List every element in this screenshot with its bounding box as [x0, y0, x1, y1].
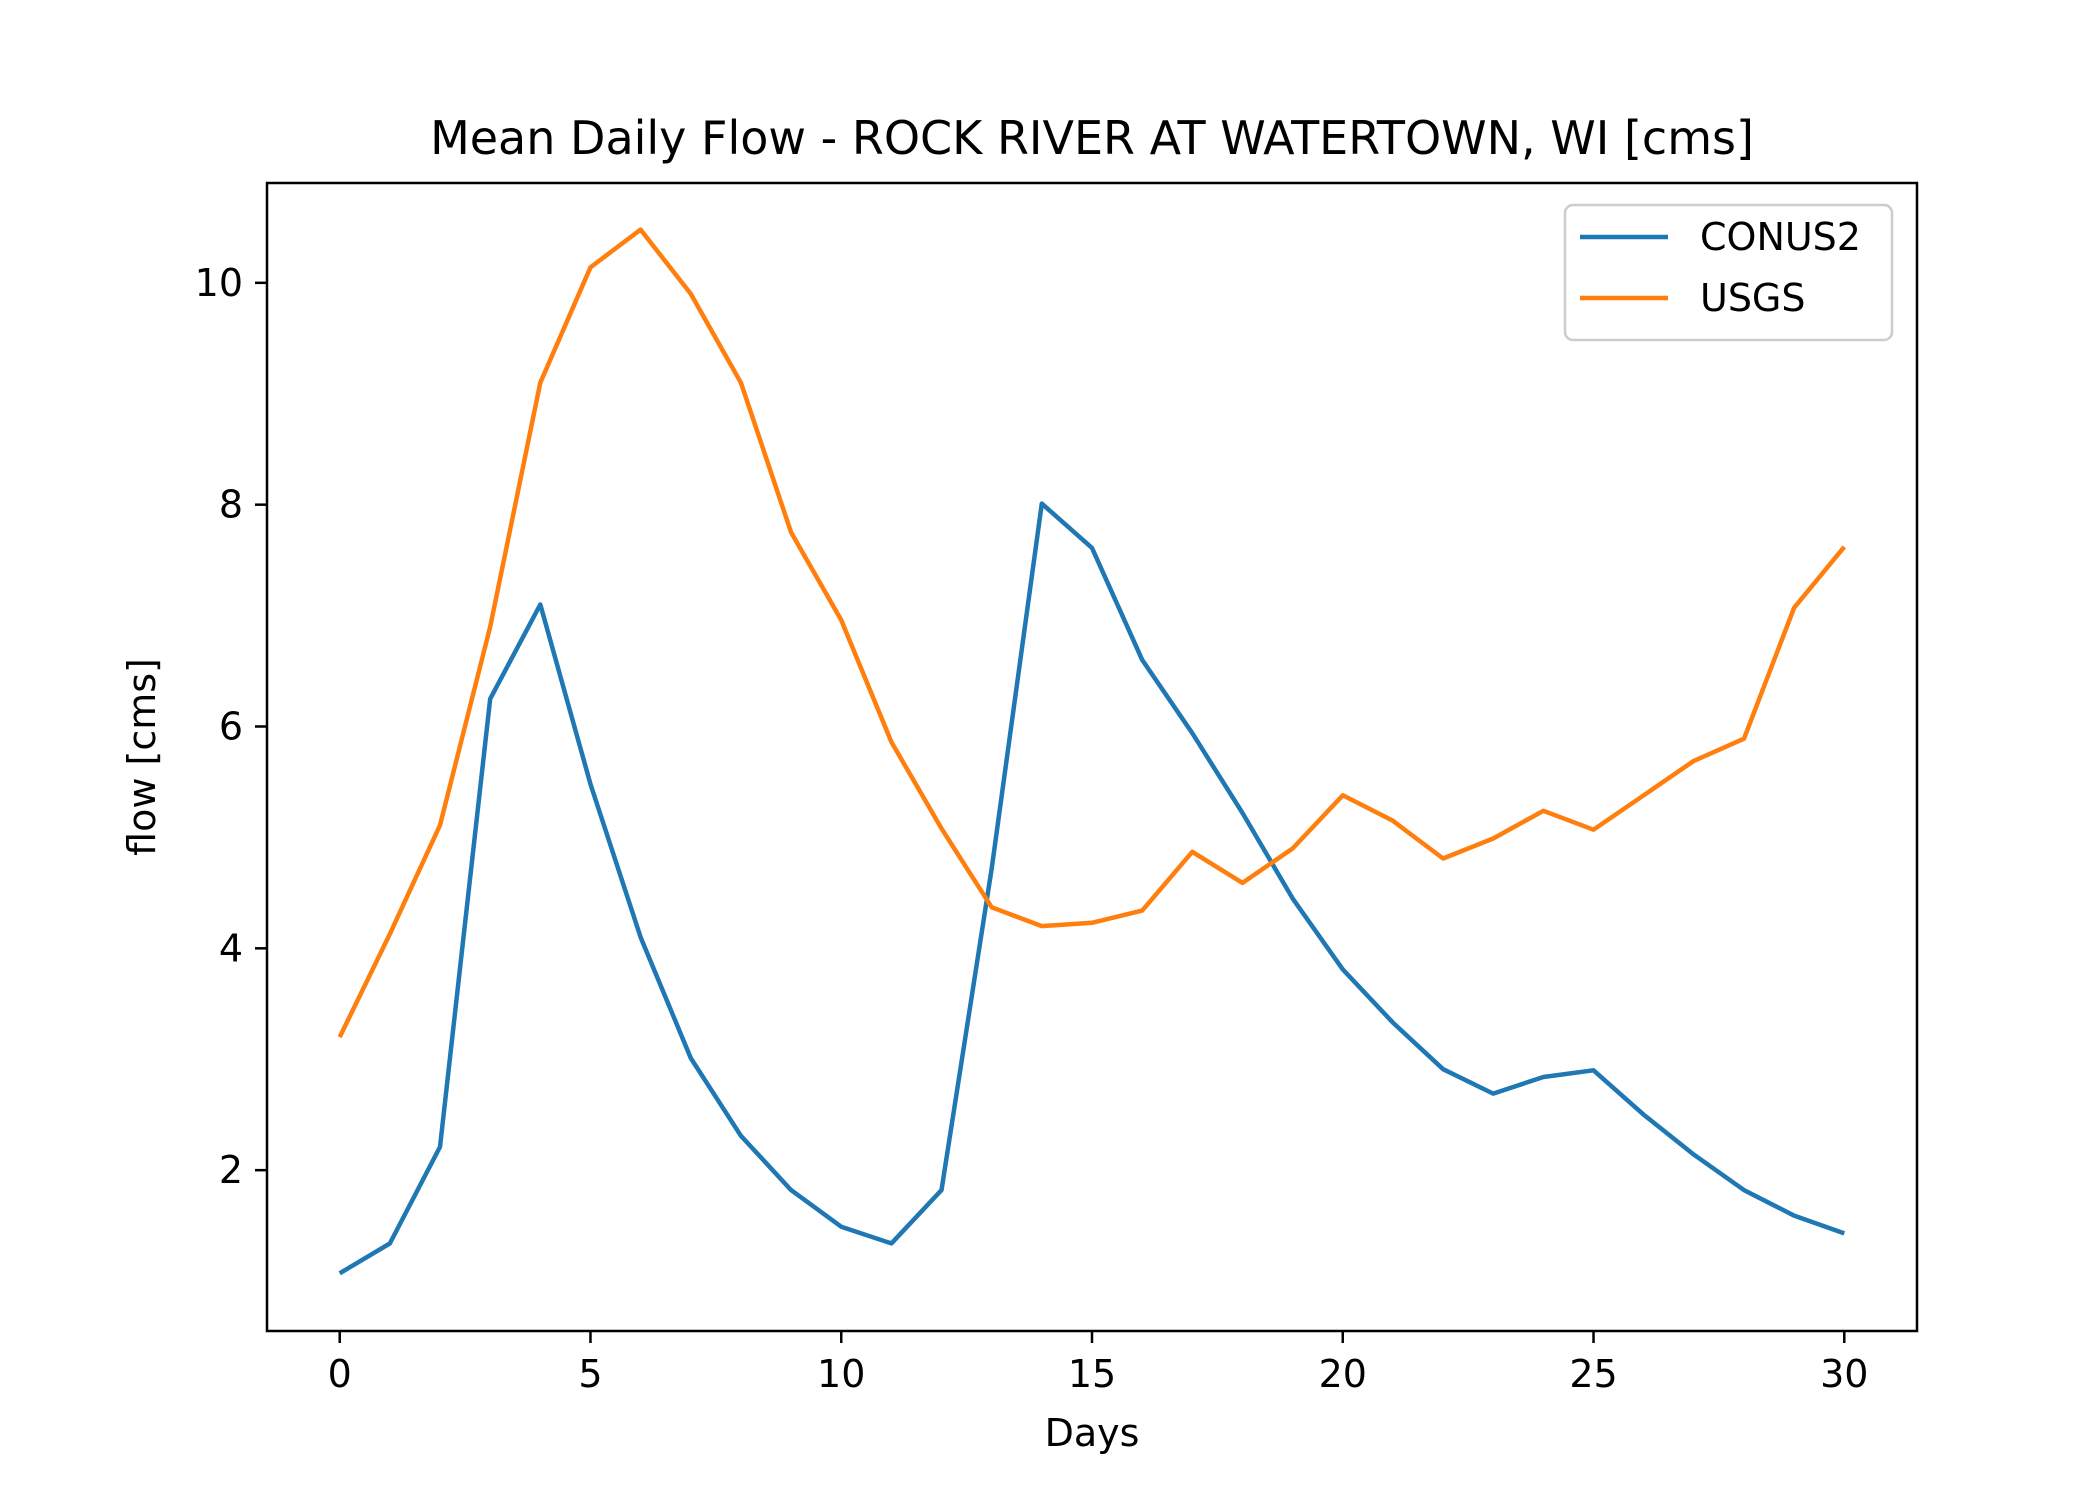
plot-area [267, 183, 1917, 1331]
y-axis-label: flow [cms] [120, 658, 164, 856]
y-tick-label: 6 [219, 704, 243, 748]
x-tick-label: 10 [817, 1352, 865, 1396]
x-axis-label: Days [1045, 1411, 1140, 1455]
x-tick-label: 0 [328, 1352, 352, 1396]
x-tick-label: 20 [1319, 1352, 1367, 1396]
x-axis-ticks: 0 5 10 15 20 25 30 [328, 1331, 1868, 1396]
legend-label-conus2: CONUS2 [1700, 215, 1861, 259]
chart-title: Mean Daily Flow - ROCK RIVER AT WATERTOW… [430, 111, 1754, 165]
plot-frame [265, 181, 1919, 1333]
y-tick-label: 4 [219, 926, 243, 970]
x-tick-label: 15 [1068, 1352, 1116, 1396]
legend-label-usgs: USGS [1700, 276, 1806, 320]
y-tick-label: 10 [195, 261, 243, 305]
x-tick-label: 5 [578, 1352, 602, 1396]
y-tick-label: 8 [219, 483, 243, 527]
y-axis-ticks: 2 4 6 8 10 [195, 261, 267, 1192]
y-tick-label: 2 [219, 1148, 243, 1192]
x-tick-label: 30 [1820, 1352, 1868, 1396]
x-tick-label: 25 [1569, 1352, 1617, 1396]
legend: CONUS2 USGS [1563, 203, 1894, 342]
series-layer [337, 227, 1847, 1276]
